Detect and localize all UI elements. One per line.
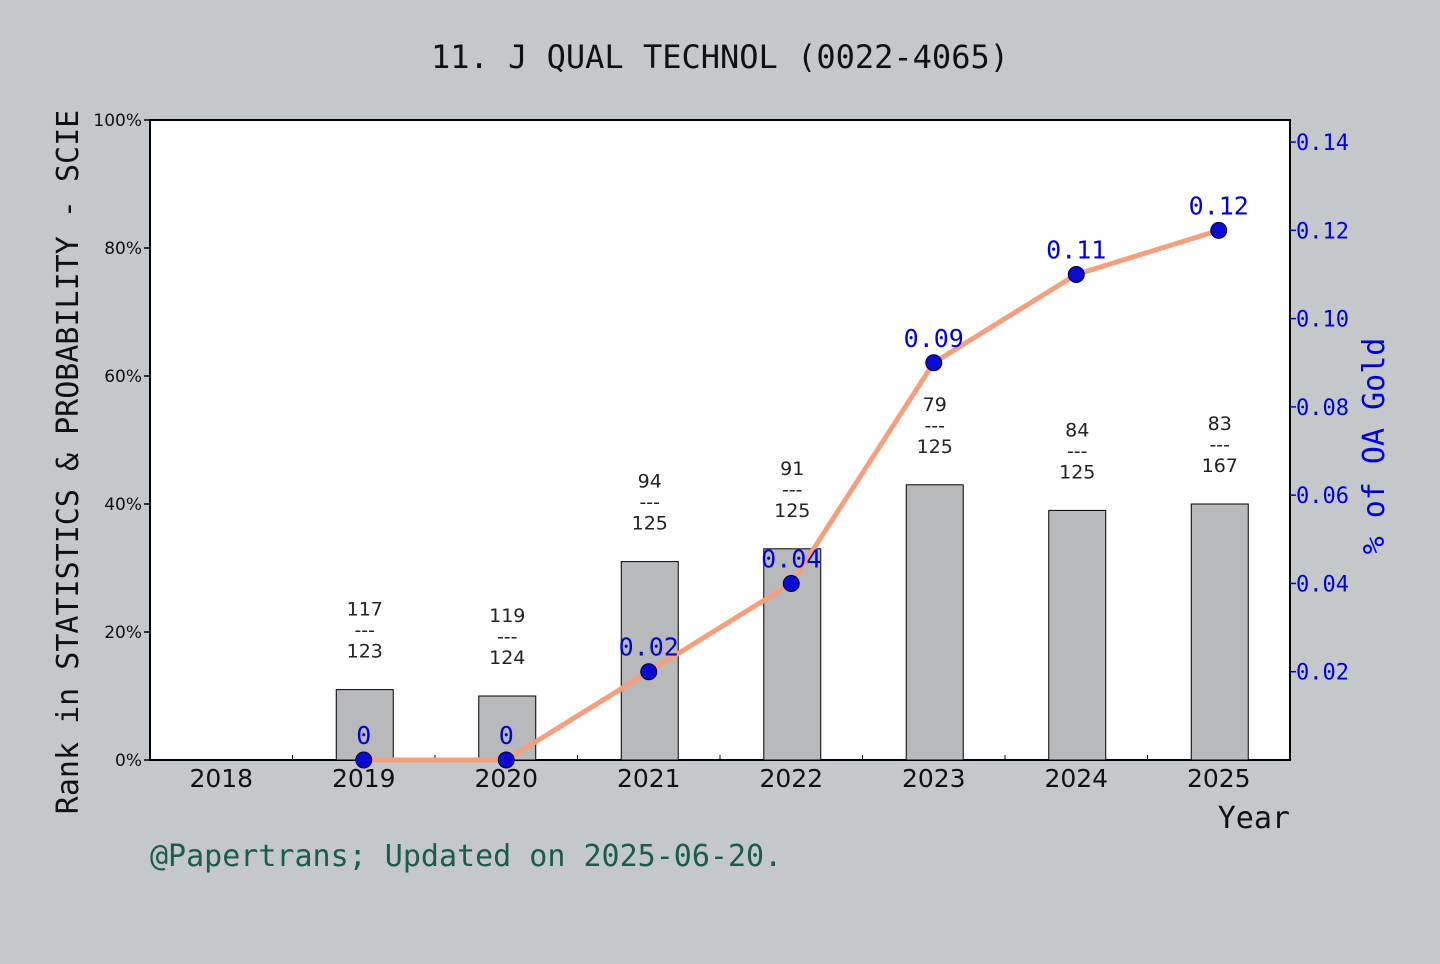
bar-separator-label: ---: [354, 620, 375, 642]
line-point: [1210, 221, 1228, 239]
left-tick-label: 40%: [104, 495, 142, 515]
right-tick-label: 0.04: [1296, 572, 1349, 597]
line-point: [640, 663, 658, 681]
x-tick-label: 2025: [1187, 764, 1251, 793]
right-tick-label: 0.02: [1296, 661, 1349, 686]
bar-total-label: 125: [1059, 461, 1095, 483]
bar-total-label: 125: [917, 436, 953, 458]
right-tick-label: 0.12: [1296, 219, 1349, 244]
right-axis: 0.02 0.04 0.06 0.08 0.10 0.12 0.14: [1290, 131, 1349, 686]
x-tick-label: 2021: [617, 764, 681, 793]
bar-rank-label: 79: [923, 394, 947, 416]
bar-rank-label: 91: [780, 458, 804, 480]
line-point-label: 0.09: [904, 324, 964, 353]
bar: [1190, 503, 1249, 761]
chart-title: 11. J QUAL TECHNOL (0022-4065): [431, 38, 1009, 76]
bar-rank-label: 119: [489, 605, 525, 627]
line-point-label: 0: [499, 721, 514, 750]
bar: [905, 484, 964, 761]
bar-rank-label: 83: [1208, 413, 1232, 435]
line-point: [497, 751, 515, 769]
line-point: [355, 751, 373, 769]
footer-note: @Papertrans; Updated on 2025-06-20.: [150, 839, 782, 874]
right-tick-label: 0.10: [1296, 308, 1349, 333]
bar-separator-label: ---: [639, 492, 660, 514]
bar-separator-label: ---: [782, 479, 803, 501]
bar-total-label: 125: [632, 513, 668, 535]
line-point-label: 0: [356, 721, 371, 750]
left-tick-label: 100%: [93, 111, 142, 131]
line-point-label: 0.02: [619, 633, 679, 662]
bar-rank-label: 94: [638, 471, 662, 493]
bar-total-label: 124: [489, 647, 525, 669]
bar-total-label: 125: [774, 500, 810, 522]
bar-rank-label: 117: [347, 599, 383, 621]
x-tick-label: 2024: [1044, 764, 1108, 793]
line-point-label: 0.04: [761, 544, 821, 573]
bar: [1048, 509, 1107, 761]
bar: [335, 689, 394, 761]
y-axis-label-right: % of OA Gold: [1357, 338, 1392, 555]
line-point: [1067, 265, 1085, 283]
bar-separator-label: ---: [497, 626, 518, 648]
x-tick-label: 2019: [332, 764, 396, 793]
x-tick-label: 2022: [759, 764, 823, 793]
bar-rank-label: 84: [1065, 419, 1089, 441]
bar-total-label: 123: [347, 641, 383, 663]
left-axis: 0% 20% 40% 60% 80% 100%: [93, 111, 150, 771]
x-tick-label: 2018: [189, 764, 253, 793]
line-point: [782, 574, 800, 592]
left-tick-label: 80%: [104, 239, 142, 259]
y-axis-label-left: Rank in STATISTICS & PROBABILITY - SCIE: [51, 110, 86, 814]
bar-total-label: 167: [1202, 455, 1238, 477]
x-axis-label: Year: [1218, 801, 1290, 836]
left-tick-label: 60%: [104, 367, 142, 387]
bar-separator-label: ---: [1067, 440, 1088, 462]
x-axis: 2018 2019 2020 2021 2022 2023 2024 2025: [189, 755, 1251, 793]
right-tick-label: 0.06: [1296, 484, 1349, 509]
right-tick-label: 0.08: [1296, 396, 1349, 421]
line-point: [925, 354, 943, 372]
line-point-label: 0.12: [1189, 191, 1249, 220]
left-tick-label: 0%: [115, 751, 142, 771]
line-point-label: 0.11: [1046, 235, 1106, 264]
left-tick-label: 20%: [104, 623, 142, 643]
line-series: 0 0 0.02 0.04 0.09 0.11 0.12: [355, 191, 1249, 769]
bar-series: 117---123119---12494---12591---12579---1…: [335, 394, 1249, 761]
x-tick-label: 2020: [474, 764, 538, 793]
right-tick-label: 0.14: [1296, 131, 1349, 156]
plot-area: [149, 119, 1291, 761]
bar-separator-label: ---: [924, 415, 945, 437]
bar-separator-label: ---: [1209, 434, 1230, 456]
x-tick-label: 2023: [902, 764, 966, 793]
